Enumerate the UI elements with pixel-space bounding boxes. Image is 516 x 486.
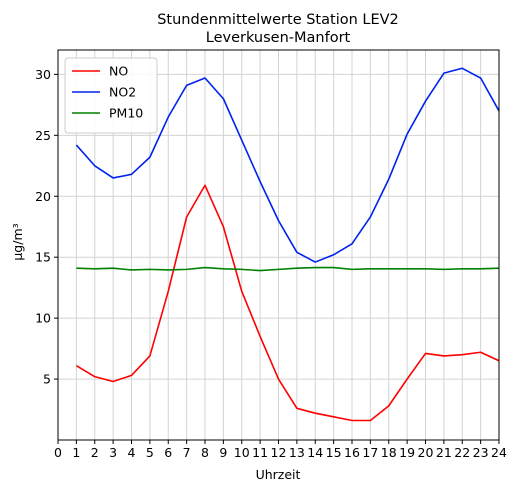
x-tick-label: 5 <box>146 445 154 460</box>
x-tick-label: 13 <box>289 445 305 460</box>
series-line-pm10 <box>76 266 500 272</box>
x-tick-label: 11 <box>252 445 268 460</box>
x-tick-label: 15 <box>326 445 342 460</box>
legend-label: NO2 <box>109 85 136 100</box>
legend-box <box>64 57 158 134</box>
x-tick-label: 18 <box>381 445 397 460</box>
legend-label: NO <box>109 64 128 79</box>
x-tick-label: 7 <box>183 445 191 460</box>
x-tick-label: 9 <box>219 445 227 460</box>
x-tick-label: 6 <box>164 445 172 460</box>
x-tick-label: 16 <box>344 445 360 460</box>
x-tick-label: 19 <box>399 445 415 460</box>
y-tick-label: 5 <box>43 372 51 387</box>
x-tick-label: 1 <box>72 445 80 460</box>
y-axis-label: µg/m³ <box>10 223 25 260</box>
x-tick-label: 22 <box>454 445 470 460</box>
x-tick-label: 10 <box>234 445 250 460</box>
x-tick-label: 24 <box>491 445 507 460</box>
x-axis-label: Uhrzeit <box>256 467 301 482</box>
legend-label: PM10 <box>109 106 143 121</box>
chart-subtitle: Leverkusen-Manfort <box>206 30 351 46</box>
series-lines <box>75 67 500 422</box>
x-tick-label: 8 <box>201 445 209 460</box>
y-tick-label: 10 <box>35 311 51 326</box>
x-tick-label: 0 <box>54 445 62 460</box>
y-tick-label: 15 <box>35 250 51 265</box>
x-tick-label: 3 <box>109 445 117 460</box>
legend: NO NO2 PM10 <box>64 57 158 134</box>
x-tick-label: 12 <box>271 445 287 460</box>
chart-title: Stundenmittelwerte Station LEV2 <box>157 12 399 28</box>
axis-ticks: 0 1 2 3 4 5 6 7 8 9 10 11 12 13 14 15 16 17 18 19 20 21 22 23 24… <box>35 67 507 460</box>
x-tick-label: 23 <box>473 445 489 460</box>
x-tick-label: 4 <box>128 445 136 460</box>
series-line-no <box>75 184 500 422</box>
y-tick-label: 20 <box>35 189 51 204</box>
x-tick-label: 20 <box>418 445 434 460</box>
series-line-no2 <box>75 67 500 263</box>
x-tick-label: 17 <box>362 445 378 460</box>
y-tick-label: 30 <box>35 67 51 82</box>
x-tick-label: 2 <box>91 445 99 460</box>
x-tick-label: 21 <box>436 445 452 460</box>
y-tick-label: 25 <box>35 128 51 143</box>
x-tick-label: 14 <box>307 445 323 460</box>
